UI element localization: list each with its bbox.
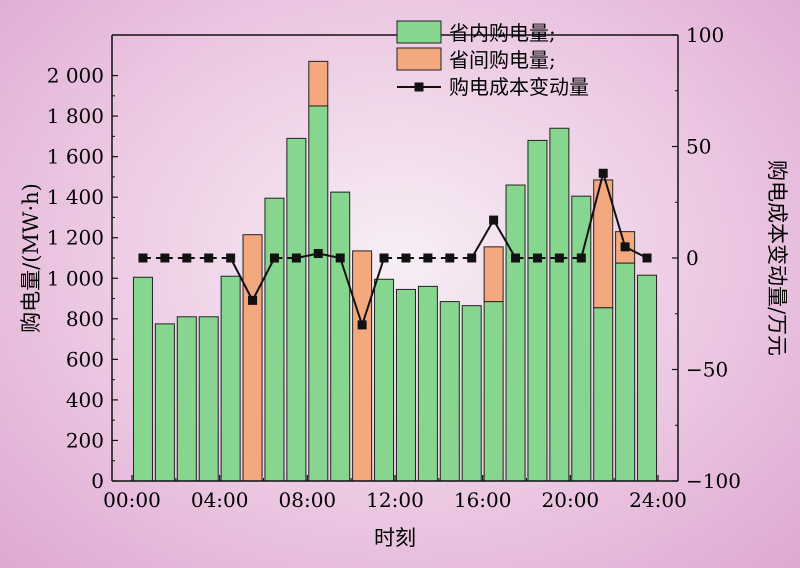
cost-point-13 (423, 253, 433, 263)
x-tick-label: 04:00 (191, 488, 249, 512)
right-tick-label: 50 (686, 135, 711, 159)
bar-in-province-13 (417, 285, 438, 482)
left-tick-label: 1 800 (47, 104, 104, 128)
cost-point-20 (576, 253, 586, 263)
bar-in-province-17 (505, 184, 526, 482)
x-tick-label: 20:00 (542, 488, 600, 512)
cost-point-21 (598, 168, 608, 178)
cost-point-6 (269, 253, 279, 263)
legend-label-inter-province: 省间购电量; (449, 48, 556, 72)
bar-in-province-15 (461, 305, 482, 482)
cost-point-19 (554, 253, 564, 263)
cost-point-22 (620, 242, 630, 252)
bar-inter-province-21 (593, 179, 614, 309)
legend-label-cost: 购电成本变动量 (449, 75, 589, 99)
cost-point-7 (291, 253, 301, 263)
cost-point-1 (160, 253, 170, 263)
bar-in-province-20 (571, 195, 592, 482)
left-axis-label: 购电量/(MW·h) (19, 183, 43, 333)
right-tick-label: −50 (686, 358, 728, 382)
x-tick-label: 16:00 (454, 488, 512, 512)
cost-point-11 (379, 253, 389, 263)
bar-in-province-3 (198, 316, 219, 482)
cost-line-segment-16 (492, 219, 517, 259)
bar-in-province-14 (439, 301, 460, 482)
cost-point-4 (226, 253, 236, 263)
legend-swatch-inter-province (396, 47, 442, 71)
bar-in-province-12 (395, 288, 416, 482)
left-tick-label: 0 (91, 469, 104, 493)
x-axis-label: 时刻 (374, 526, 416, 550)
cost-point-17 (511, 253, 521, 263)
left-tick-label: 1 000 (47, 266, 104, 290)
cost-point-23 (642, 253, 652, 263)
bars-layer (132, 60, 658, 482)
bar-in-province-23 (637, 274, 658, 482)
legend-marker-cost (414, 82, 424, 92)
left-tick-label: 1 600 (47, 145, 104, 169)
bar-inter-province-8 (308, 60, 329, 107)
cost-point-18 (532, 253, 542, 263)
left-tick-label: 2 000 (47, 64, 104, 88)
left-tick-label: 600 (66, 347, 104, 371)
cost-point-15 (467, 253, 477, 263)
axes-layer: 0 200 400 600 800 1 000 1 200 1 400 1 600 1 800 2 … (19, 23, 789, 550)
cost-point-10 (357, 320, 367, 330)
bar-in-province-19 (549, 127, 570, 482)
left-tick-label: 200 (66, 428, 104, 452)
cost-point-12 (401, 253, 411, 263)
bar-in-province-21 (593, 307, 614, 482)
bar-in-province-7 (286, 137, 307, 482)
bar-in-province-18 (527, 139, 548, 482)
x-tick-label: 12:00 (366, 488, 424, 512)
right-tick-label: 100 (686, 23, 724, 47)
cost-line-segment-9 (339, 257, 364, 326)
bar-in-province-9 (330, 191, 351, 482)
cost-line-segment-20 (580, 173, 605, 259)
bar-in-province-0 (132, 276, 153, 482)
cost-line-segment-4 (229, 257, 254, 301)
bar-inter-province-16 (483, 246, 504, 303)
legend-swatch-in-province (396, 20, 442, 44)
left-tick-label: 1 400 (47, 185, 104, 209)
cost-line-segment-5 (251, 257, 276, 301)
cost-point-16 (489, 215, 499, 225)
left-tick-label: 800 (66, 307, 104, 331)
left-tick-label: 1 200 (47, 226, 104, 250)
right-axis-label: 购电成本变动量/万元 (765, 160, 789, 356)
bar-inter-province-10 (352, 250, 373, 482)
cost-point-9 (335, 253, 345, 263)
bar-inter-province-5 (242, 234, 263, 482)
bar-in-province-11 (374, 278, 395, 482)
x-tick-label: 08:00 (279, 488, 337, 512)
cost-line-segment-21 (602, 172, 627, 248)
legend: 省内购电量; 省间购电量; 购电成本变动量 (396, 20, 589, 99)
bar-in-province-2 (176, 316, 197, 482)
x-tick-label: 24:00 (629, 488, 687, 512)
bar-in-province-6 (264, 197, 285, 482)
legend-label-in-province: 省内购电量; (449, 21, 556, 45)
bar-in-province-1 (154, 323, 175, 482)
cost-line-segment-15 (470, 219, 495, 259)
cost-point-2 (182, 253, 192, 263)
cost-point-14 (445, 253, 455, 263)
right-tick-label: −100 (686, 469, 741, 493)
cost-point-0 (138, 253, 148, 263)
cost-point-3 (204, 253, 214, 263)
cost-line-segment-10 (361, 257, 385, 326)
left-tick-label: 400 (66, 388, 104, 412)
bar-in-province-22 (615, 262, 636, 482)
bar-in-province-8 (308, 105, 329, 482)
line-layer (138, 168, 652, 330)
bar-in-province-16 (483, 301, 504, 482)
bar-in-province-4 (220, 275, 241, 482)
cost-point-8 (313, 249, 323, 259)
cost-point-5 (248, 295, 258, 305)
x-tick-label: 00:00 (103, 488, 161, 512)
right-tick-label: 0 (686, 246, 699, 270)
